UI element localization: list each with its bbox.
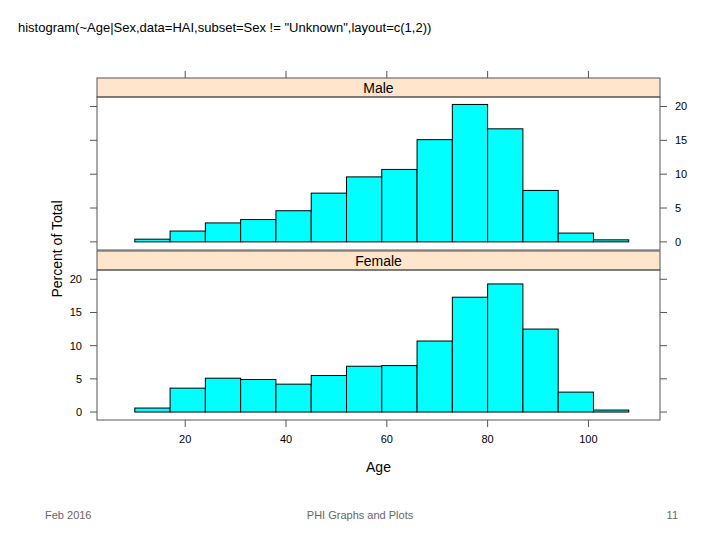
x-tick-label: 20 xyxy=(179,433,191,445)
x-tick xyxy=(386,71,387,78)
bar xyxy=(417,341,452,412)
y-tick-label: 5 xyxy=(675,202,681,214)
y-tick-label: 10 xyxy=(675,168,687,180)
y-tick-label: 15 xyxy=(675,134,687,146)
x-tick xyxy=(185,71,186,78)
y-tick-label: 0 xyxy=(675,236,681,248)
y-tick xyxy=(90,378,97,379)
y-tick xyxy=(90,174,97,175)
bar xyxy=(276,384,311,412)
bar xyxy=(488,284,523,412)
x-tick xyxy=(185,420,186,427)
y-tick xyxy=(90,312,97,313)
x-tick xyxy=(286,71,287,78)
x-tick-label: 80 xyxy=(481,433,493,445)
panel-frame xyxy=(97,97,660,250)
slide: histogram(~Age|Sex,data=HAI,subset=Sex !… xyxy=(0,0,720,540)
x-tick xyxy=(487,420,488,427)
y-tick xyxy=(660,378,667,379)
y-tick xyxy=(660,106,667,107)
y-tick xyxy=(90,345,97,346)
y-tick-label: 0 xyxy=(76,406,82,418)
x-tick xyxy=(286,420,287,427)
y-tick xyxy=(90,279,97,280)
y-tick-label: 20 xyxy=(70,273,82,285)
y-tick xyxy=(660,345,667,346)
y-tick xyxy=(660,174,667,175)
bar xyxy=(205,378,240,412)
bar xyxy=(311,376,346,413)
y-tick xyxy=(90,140,97,141)
bar xyxy=(382,169,417,241)
chart: histogram(~Age|Sex,data=HAI,subset=Sex !… xyxy=(0,0,720,540)
bar xyxy=(382,366,417,412)
bars xyxy=(135,284,629,412)
bar xyxy=(135,408,170,412)
footer-page: 11 xyxy=(667,509,678,521)
y-tick xyxy=(90,208,97,209)
y-tick xyxy=(660,208,667,209)
bar xyxy=(170,231,205,242)
footer-date: Feb 2016 xyxy=(45,509,91,521)
y-tick-label: 5 xyxy=(76,373,82,385)
y-tick xyxy=(660,312,667,313)
y-axis-label: Percent of Total xyxy=(49,200,65,297)
y-tick-label: 20 xyxy=(675,100,687,112)
x-tick xyxy=(487,71,488,78)
bar xyxy=(170,388,205,412)
x-tick xyxy=(588,71,589,78)
bar xyxy=(452,297,487,412)
y-tick xyxy=(90,241,97,242)
strip-label: Male xyxy=(363,80,394,96)
strip xyxy=(97,78,660,97)
bar xyxy=(558,233,593,242)
x-tick-label: 60 xyxy=(381,433,393,445)
bar xyxy=(523,190,558,241)
y-tick-label: 15 xyxy=(70,306,82,318)
y-tick-label: 10 xyxy=(70,340,82,352)
panel-frame xyxy=(97,270,660,420)
x-axis-label: Age xyxy=(366,459,391,475)
y-tick xyxy=(90,412,97,413)
bar xyxy=(276,211,311,242)
bar xyxy=(346,366,381,412)
bar xyxy=(346,177,381,242)
bar xyxy=(135,239,170,242)
bar xyxy=(452,104,487,241)
panel: Male 0 5 10 15 20 xyxy=(90,71,687,250)
y-tick xyxy=(660,140,667,141)
bar xyxy=(241,220,276,242)
bar xyxy=(558,392,593,412)
footer-title: PHI Graphs and Plots xyxy=(307,509,414,521)
strip xyxy=(97,251,660,270)
bar xyxy=(593,240,628,242)
x-tick xyxy=(588,420,589,427)
x-tick xyxy=(386,420,387,427)
x-tick-label: 40 xyxy=(280,433,292,445)
y-tick xyxy=(660,279,667,280)
bar xyxy=(417,140,452,242)
panel: Female 0 5 10 15 20 20 40 60 80 100 xyxy=(70,251,667,445)
bar xyxy=(241,380,276,413)
y-tick xyxy=(660,412,667,413)
bar xyxy=(311,193,346,242)
bar xyxy=(523,329,558,412)
x-tick-label: 100 xyxy=(579,433,597,445)
strip-label: Female xyxy=(355,253,402,269)
title: histogram(~Age|Sex,data=HAI,subset=Sex !… xyxy=(18,20,431,35)
y-tick xyxy=(90,106,97,107)
y-tick xyxy=(660,241,667,242)
bars xyxy=(135,104,629,241)
bar xyxy=(488,129,523,242)
bar xyxy=(593,410,628,412)
bar xyxy=(205,223,240,242)
